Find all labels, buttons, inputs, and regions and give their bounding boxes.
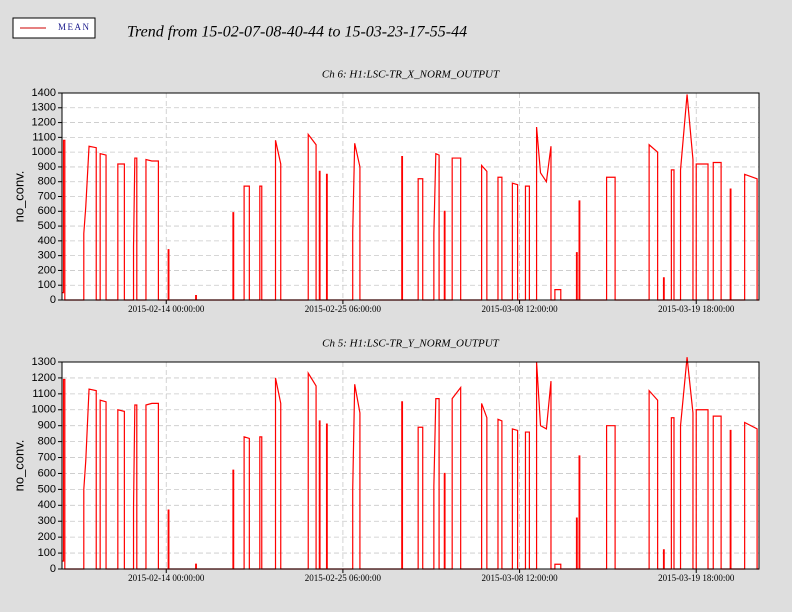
y-tick-label: 900 — [38, 420, 56, 432]
y-tick-label: 900 — [38, 161, 56, 173]
y-tick-label: 1000 — [32, 404, 56, 416]
y-tick-label: 1400 — [32, 87, 56, 99]
y-tick-label: 800 — [38, 436, 56, 448]
y-tick-label: 0 — [50, 294, 56, 306]
y-tick-label: 800 — [38, 176, 56, 188]
legend-box — [12, 17, 96, 39]
y-tick-label: 1300 — [32, 356, 56, 368]
y-tick-label: 700 — [38, 451, 56, 463]
page-title: Trend from 15-02-07-08-40-44 to 15-03-23… — [127, 24, 467, 41]
x-tick-label: 2015-02-14 00:00:00 — [128, 573, 205, 583]
y-axis-label: no_conv. — [11, 440, 26, 492]
x-tick-label: 2015-02-14 00:00:00 — [128, 304, 205, 314]
y-tick-label: 300 — [38, 515, 56, 527]
x-tick-label: 2015-02-25 06:00:00 — [305, 304, 382, 314]
plot-frame — [61, 92, 760, 301]
y-tick-label: 100 — [38, 547, 56, 559]
y-tick-label: 500 — [38, 220, 56, 232]
plot-frame — [61, 361, 760, 570]
y-tick-label: 700 — [38, 190, 56, 202]
x-tick-label: 2015-03-19 18:00:00 — [658, 573, 735, 583]
y-tick-label: 600 — [38, 205, 56, 217]
x-tick-label: 2015-03-19 18:00:00 — [658, 304, 735, 314]
data-line — [62, 357, 759, 570]
y-tick-label: 600 — [38, 467, 56, 479]
y-tick-label: 1300 — [32, 102, 56, 114]
y-tick-label: 1200 — [32, 372, 56, 384]
y-tick-label: 400 — [38, 499, 56, 511]
y-tick-label: 0 — [50, 563, 56, 575]
y-tick-label: 1100 — [32, 388, 56, 400]
x-tick-label: 2015-03-08 12:00:00 — [481, 573, 558, 583]
y-tick-label: 200 — [38, 264, 56, 276]
plot-area — [62, 362, 759, 569]
y-axis-label: no_conv. — [11, 171, 26, 223]
y-tick-label: 1000 — [32, 146, 56, 158]
y-tick-label: 1100 — [32, 131, 56, 143]
x-tick-label: 2015-02-25 06:00:00 — [305, 573, 382, 583]
legend-label: MEAN — [58, 22, 91, 32]
y-tick-label: 300 — [38, 250, 56, 262]
y-tick-label: 100 — [38, 279, 56, 291]
y-tick-label: 1200 — [32, 116, 56, 128]
data-line — [62, 94, 759, 301]
x-tick-label: 2015-03-08 12:00:00 — [481, 304, 558, 314]
y-tick-label: 200 — [38, 531, 56, 543]
y-tick-label: 400 — [38, 235, 56, 247]
y-tick-label: 500 — [38, 483, 56, 495]
chart-title: Ch 6: H1:LSC-TR_X_NORM_OUTPUT — [322, 69, 500, 81]
chart-title: Ch 5: H1:LSC-TR_Y_NORM_OUTPUT — [322, 338, 500, 350]
